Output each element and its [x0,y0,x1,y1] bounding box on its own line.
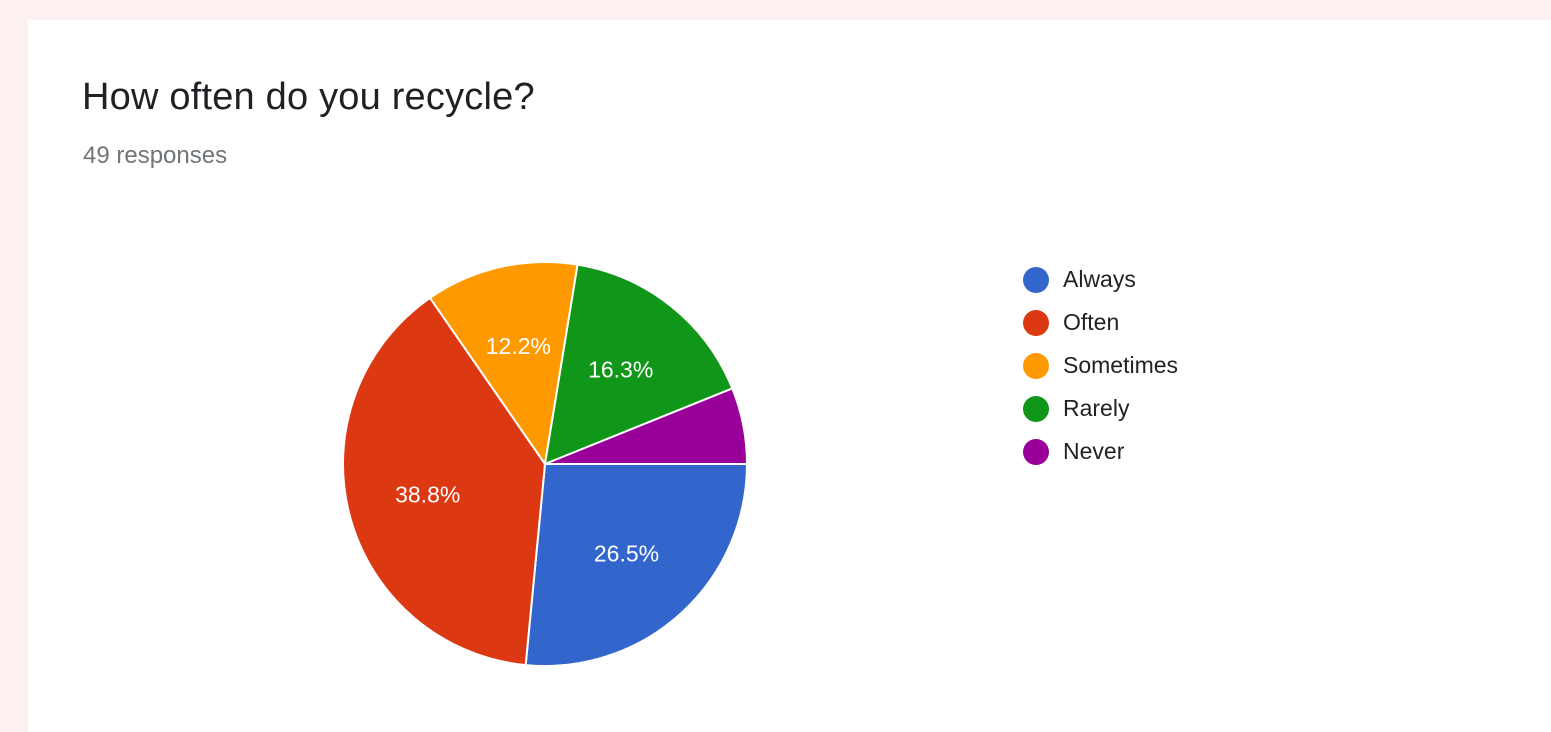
data-label-rarely: 16.3% [588,356,653,382]
pie-chart: 26.5% 38.8% 12.2% 16.3% [342,261,749,667]
legend-item-rarely[interactable]: Rarely [1023,387,1178,430]
data-label-sometimes: 12.2% [486,333,551,359]
legend-swatch-sometimes [1023,352,1049,379]
legend-item-sometimes[interactable]: Sometimes [1023,344,1178,387]
pie-slice-often[interactable] [342,296,547,667]
chart-card: How often do you recycle? 49 responses 2… [28,20,1551,732]
legend-swatch-rarely [1023,395,1049,422]
pie-slice-always[interactable] [524,463,749,667]
legend-label-often: Often [1063,309,1120,335]
legend-item-never[interactable]: Never [1023,430,1178,473]
legend-label-always: Always [1063,266,1136,292]
data-label-always: 26.5% [594,541,659,567]
legend-label-never: Never [1063,438,1125,464]
chart-legend: Always Often Sometimes Rarely Never [1023,258,1178,473]
data-label-often: 38.8% [395,482,460,508]
legend-label-rarely: Rarely [1063,395,1130,421]
pie-slice-rarely[interactable] [543,263,734,466]
chart-title: How often do you recycle? [82,76,535,118]
legend-item-often[interactable]: Often [1023,301,1178,344]
legend-item-always[interactable]: Always [1023,258,1178,301]
legend-label-sometimes: Sometimes [1063,352,1179,378]
legend-swatch-often [1023,309,1049,336]
legend-swatch-never [1023,438,1049,465]
pie-slice-sometimes[interactable] [428,261,579,467]
legend-swatch-always [1023,266,1049,293]
response-count: 49 responses [83,142,228,169]
pie-slice-never[interactable] [544,387,749,465]
